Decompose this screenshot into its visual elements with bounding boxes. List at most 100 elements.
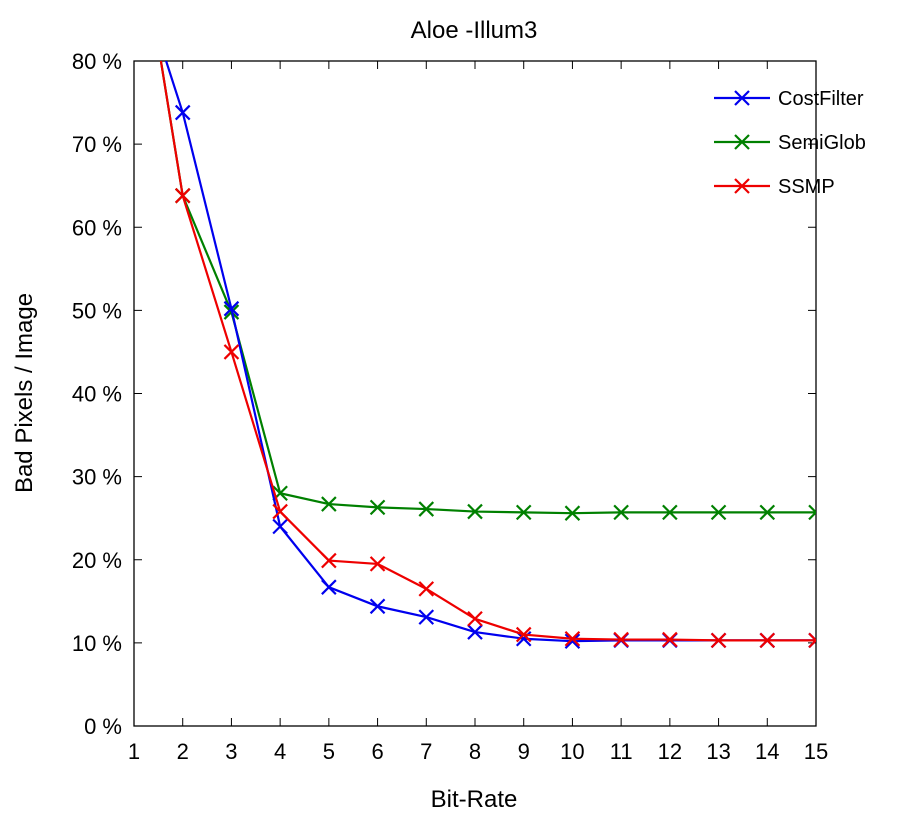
legend-marker-costfilter xyxy=(734,90,750,106)
marker-stroke xyxy=(710,504,727,521)
chart-title: Aloe -Illum3 xyxy=(411,17,538,44)
marker-stroke xyxy=(710,632,727,649)
marker-stroke xyxy=(808,510,816,521)
marker-stroke xyxy=(174,104,191,121)
marker-stroke xyxy=(734,134,750,150)
legend-label-semiglob: SemiGlob xyxy=(778,132,866,154)
legend-marker-semiglob xyxy=(734,134,750,150)
marker-stroke xyxy=(564,505,581,521)
y-tick-label: 0 % xyxy=(84,714,122,739)
x-tick-label: 8 xyxy=(469,739,481,764)
marker-stroke xyxy=(418,609,435,625)
legend-label-costfilter: CostFilter xyxy=(778,88,864,110)
marker-stroke xyxy=(418,501,435,517)
marker-stroke xyxy=(321,579,337,595)
x-tick-label: 2 xyxy=(177,739,189,764)
marker-stroke xyxy=(808,504,816,514)
marker-stroke xyxy=(808,632,816,642)
data-point-semiglob xyxy=(418,501,435,517)
marker-stroke xyxy=(613,631,629,648)
y-tick-label: 30 % xyxy=(72,465,122,490)
data-point-costfilter xyxy=(272,518,288,535)
x-tick-label: 9 xyxy=(518,739,530,764)
y-tick-label: 80 % xyxy=(72,49,122,74)
y-tick-label: 60 % xyxy=(72,215,122,240)
marker-stroke xyxy=(272,518,288,535)
data-point-semiglob xyxy=(321,496,337,512)
marker-stroke xyxy=(734,90,750,106)
data-point-costfilter xyxy=(418,609,435,625)
data-point-semiglob xyxy=(564,505,581,521)
series-ssmp xyxy=(159,61,816,649)
x-tick-label: 14 xyxy=(755,739,779,764)
data-point-ssmp xyxy=(223,344,240,360)
marker-stroke xyxy=(759,632,776,649)
y-tick-label: 10 % xyxy=(72,631,122,656)
data-point-ssmp xyxy=(710,632,727,649)
series-line-costfilter xyxy=(164,61,816,643)
marker-stroke xyxy=(564,630,581,647)
marker-stroke xyxy=(662,631,678,648)
x-tick-label: 1 xyxy=(128,739,140,764)
data-point-ssmp xyxy=(662,631,678,648)
data-point-semiglob xyxy=(369,499,386,516)
data-point-ssmp xyxy=(174,187,191,204)
x-tick-label: 6 xyxy=(371,739,383,764)
y-tick-label: 70 % xyxy=(72,132,122,157)
data-point-ssmp xyxy=(613,631,629,648)
x-tick-label: 4 xyxy=(274,739,286,764)
x-axis-title: Bit-Rate xyxy=(431,786,518,813)
data-point-semiglob xyxy=(662,504,678,521)
data-point-semiglob xyxy=(515,504,532,521)
data-point-ssmp xyxy=(321,552,337,569)
x-tick-label: 13 xyxy=(706,739,730,764)
y-tick-label: 20 % xyxy=(72,548,122,573)
data-point-semiglob xyxy=(710,504,727,521)
marker-stroke xyxy=(564,633,581,649)
marker-stroke xyxy=(223,344,240,360)
data-point-ssmp xyxy=(418,581,435,597)
series-line-ssmp xyxy=(159,61,816,642)
legend-label-ssmp: SSMP xyxy=(778,176,835,198)
data-point-costfilter xyxy=(223,300,240,317)
y-tick-label: 50 % xyxy=(72,298,122,323)
data-point-costfilter xyxy=(369,598,386,615)
data-point-costfilter xyxy=(321,579,337,595)
marker-stroke xyxy=(467,503,483,520)
x-tick-label: 11 xyxy=(610,739,633,764)
marker-stroke xyxy=(759,504,776,521)
x-tick-label: 12 xyxy=(658,739,682,764)
data-point-semiglob xyxy=(467,503,483,520)
x-tick-label: 7 xyxy=(420,739,432,764)
x-tick-label: 10 xyxy=(560,739,584,764)
y-axis-title: Bad Pixels / Image xyxy=(11,293,38,493)
y-tick-label: 40 % xyxy=(72,382,122,407)
data-point-costfilter xyxy=(564,633,581,649)
marker-stroke xyxy=(734,178,750,194)
data-point-ssmp xyxy=(467,610,483,627)
data-point-semiglob xyxy=(808,504,816,521)
marker-stroke xyxy=(613,504,629,521)
marker-stroke xyxy=(223,300,240,317)
data-point-ssmp xyxy=(808,632,816,649)
data-point-ssmp xyxy=(515,626,532,643)
marker-stroke xyxy=(515,504,532,521)
marker-stroke xyxy=(174,187,191,204)
marker-stroke xyxy=(369,556,386,572)
marker-stroke xyxy=(369,499,386,516)
marker-stroke xyxy=(467,624,483,640)
legend-item-semiglob: SemiGlob xyxy=(714,132,866,154)
data-point-ssmp xyxy=(272,503,288,520)
marker-stroke xyxy=(369,598,386,615)
marker-stroke xyxy=(321,496,337,512)
series-line-semiglob xyxy=(159,61,816,515)
x-tick-label: 15 xyxy=(804,739,828,764)
marker-stroke xyxy=(808,638,816,649)
marker-stroke xyxy=(272,503,288,520)
data-point-ssmp xyxy=(564,630,581,647)
series-semiglob xyxy=(159,61,816,521)
plot-frame xyxy=(133,60,817,727)
plot-area: 1 2 3 4 5 6 7 8 9 10 11 12 13 14 150 %10 %20 %30 %40 %… xyxy=(72,49,828,764)
data-point-semiglob xyxy=(613,504,629,521)
